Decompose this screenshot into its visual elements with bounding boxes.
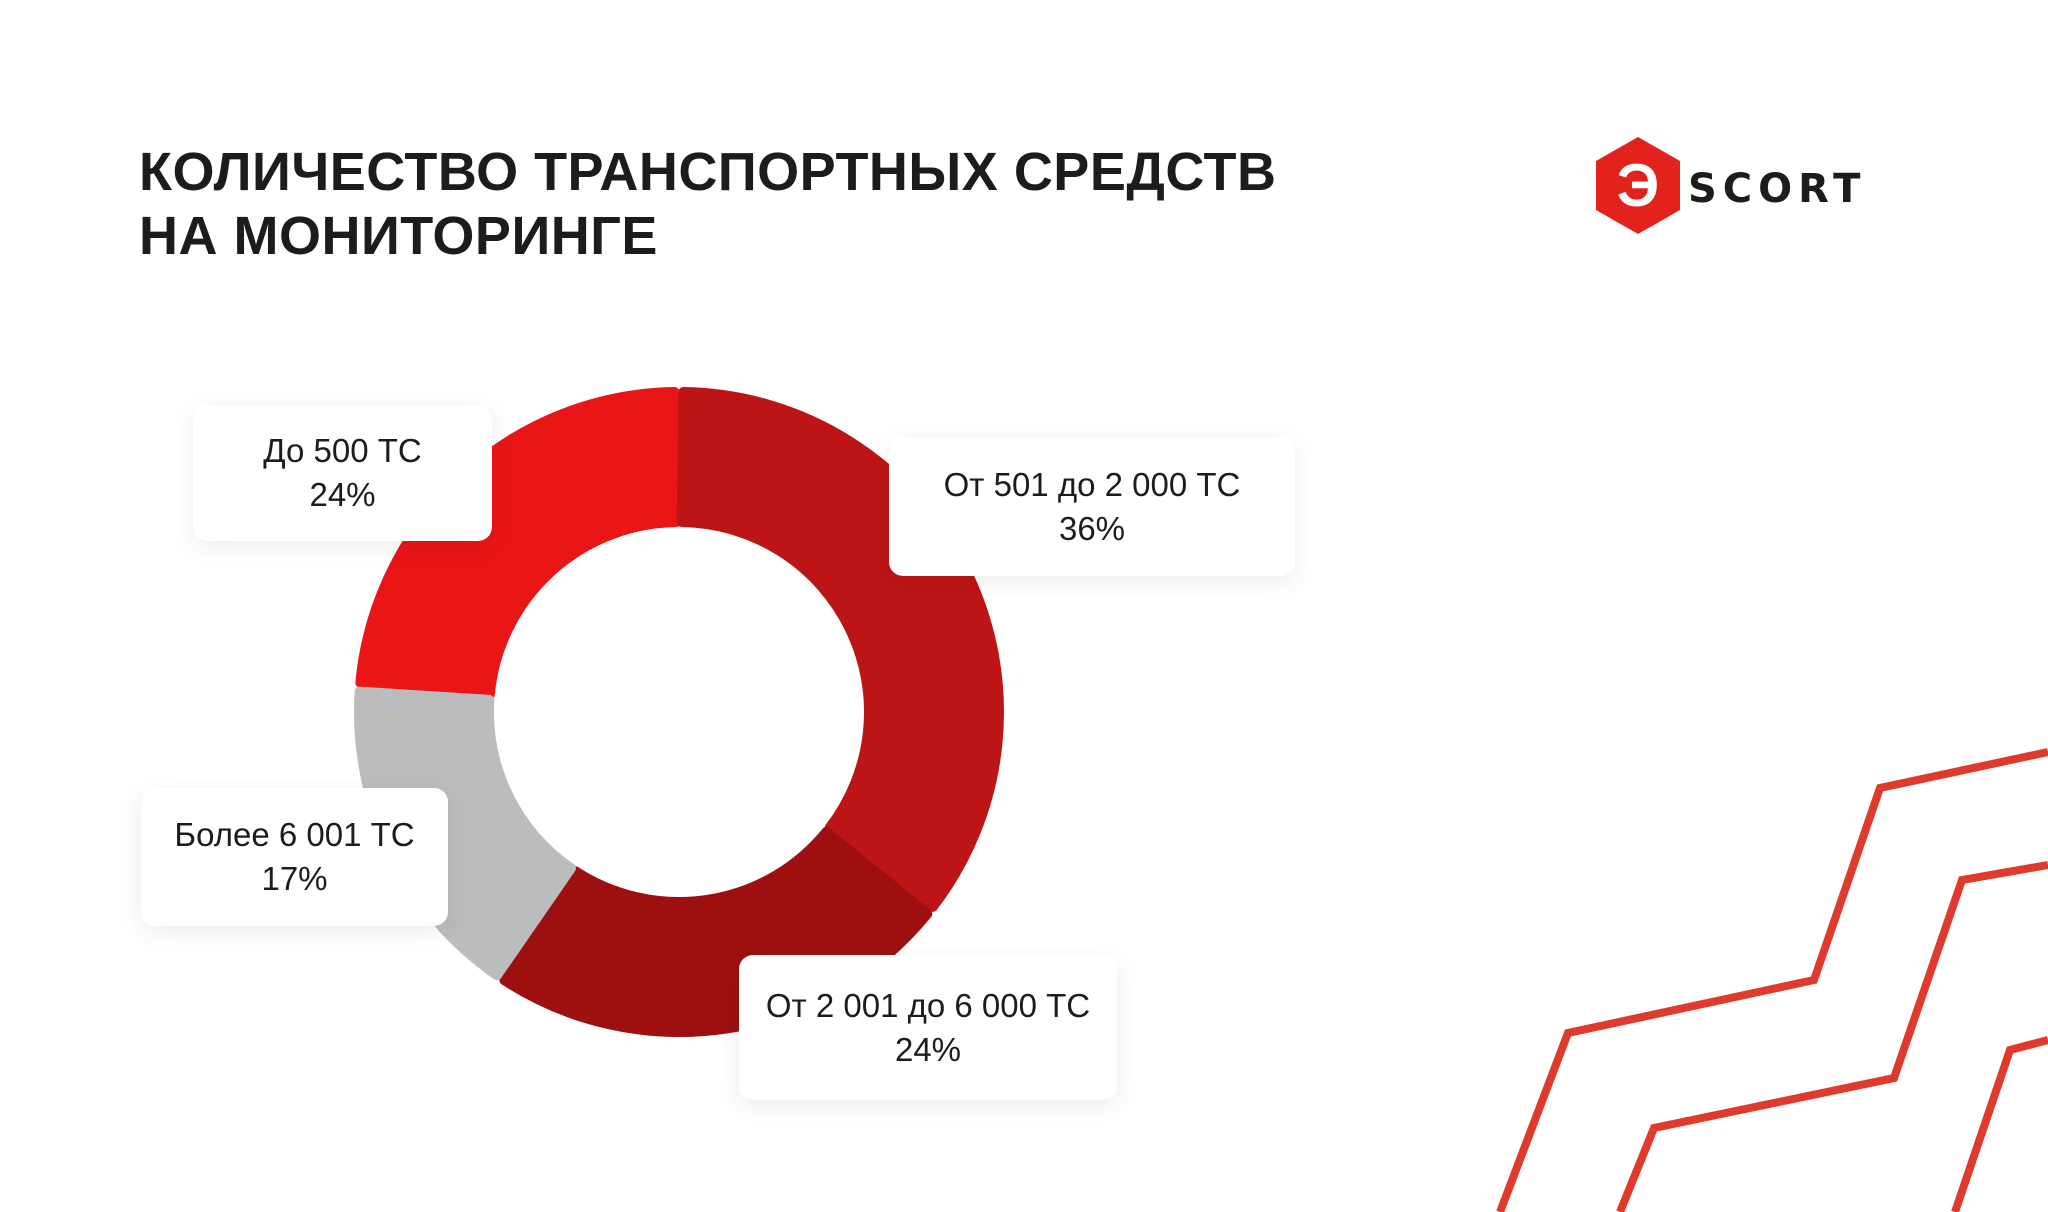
callout-percent: 17% <box>261 860 328 897</box>
logo-hexagon-icon <box>1596 137 1680 234</box>
logo-mark: Э <box>1617 152 1660 219</box>
logo-text: SCORT <box>1688 166 1866 212</box>
callout-label: От 501 до 2 000 ТС <box>943 465 1241 503</box>
callout-over-6001: Более 6 001 ТС 17% <box>141 788 448 926</box>
callout-percent: 36% <box>1058 509 1126 547</box>
donut-slice-up-to-500 <box>355 387 682 700</box>
callout-501-to-2000: От 501 до 2 000 ТС 36% <box>889 437 1295 576</box>
callout-percent: 24% <box>894 1030 962 1068</box>
callout-label: Более 6 001 ТС <box>174 816 415 853</box>
callout-percent: 24% <box>309 476 376 513</box>
page-title: КОЛИЧЕСТВО ТРАНСПОРТНЫХ СРЕДСТВ НА МОНИТ… <box>139 140 1276 268</box>
callout-label: До 500 ТС <box>263 432 422 469</box>
callout-up-to-500: До 500 ТС 24% <box>193 405 492 541</box>
callout-2001-to-6000: От 2 001 до 6 000 ТС 24% <box>739 955 1117 1100</box>
scort-logo: Э SCORT <box>1596 137 1866 234</box>
callout-label: От 2 001 до 6 000 ТС <box>765 986 1091 1024</box>
page-title-line-1: КОЛИЧЕСТВО ТРАНСПОРТНЫХ СРЕДСТВ <box>139 142 1277 202</box>
page-title-line-2: НА МОНИТОРИНГЕ <box>139 206 658 266</box>
